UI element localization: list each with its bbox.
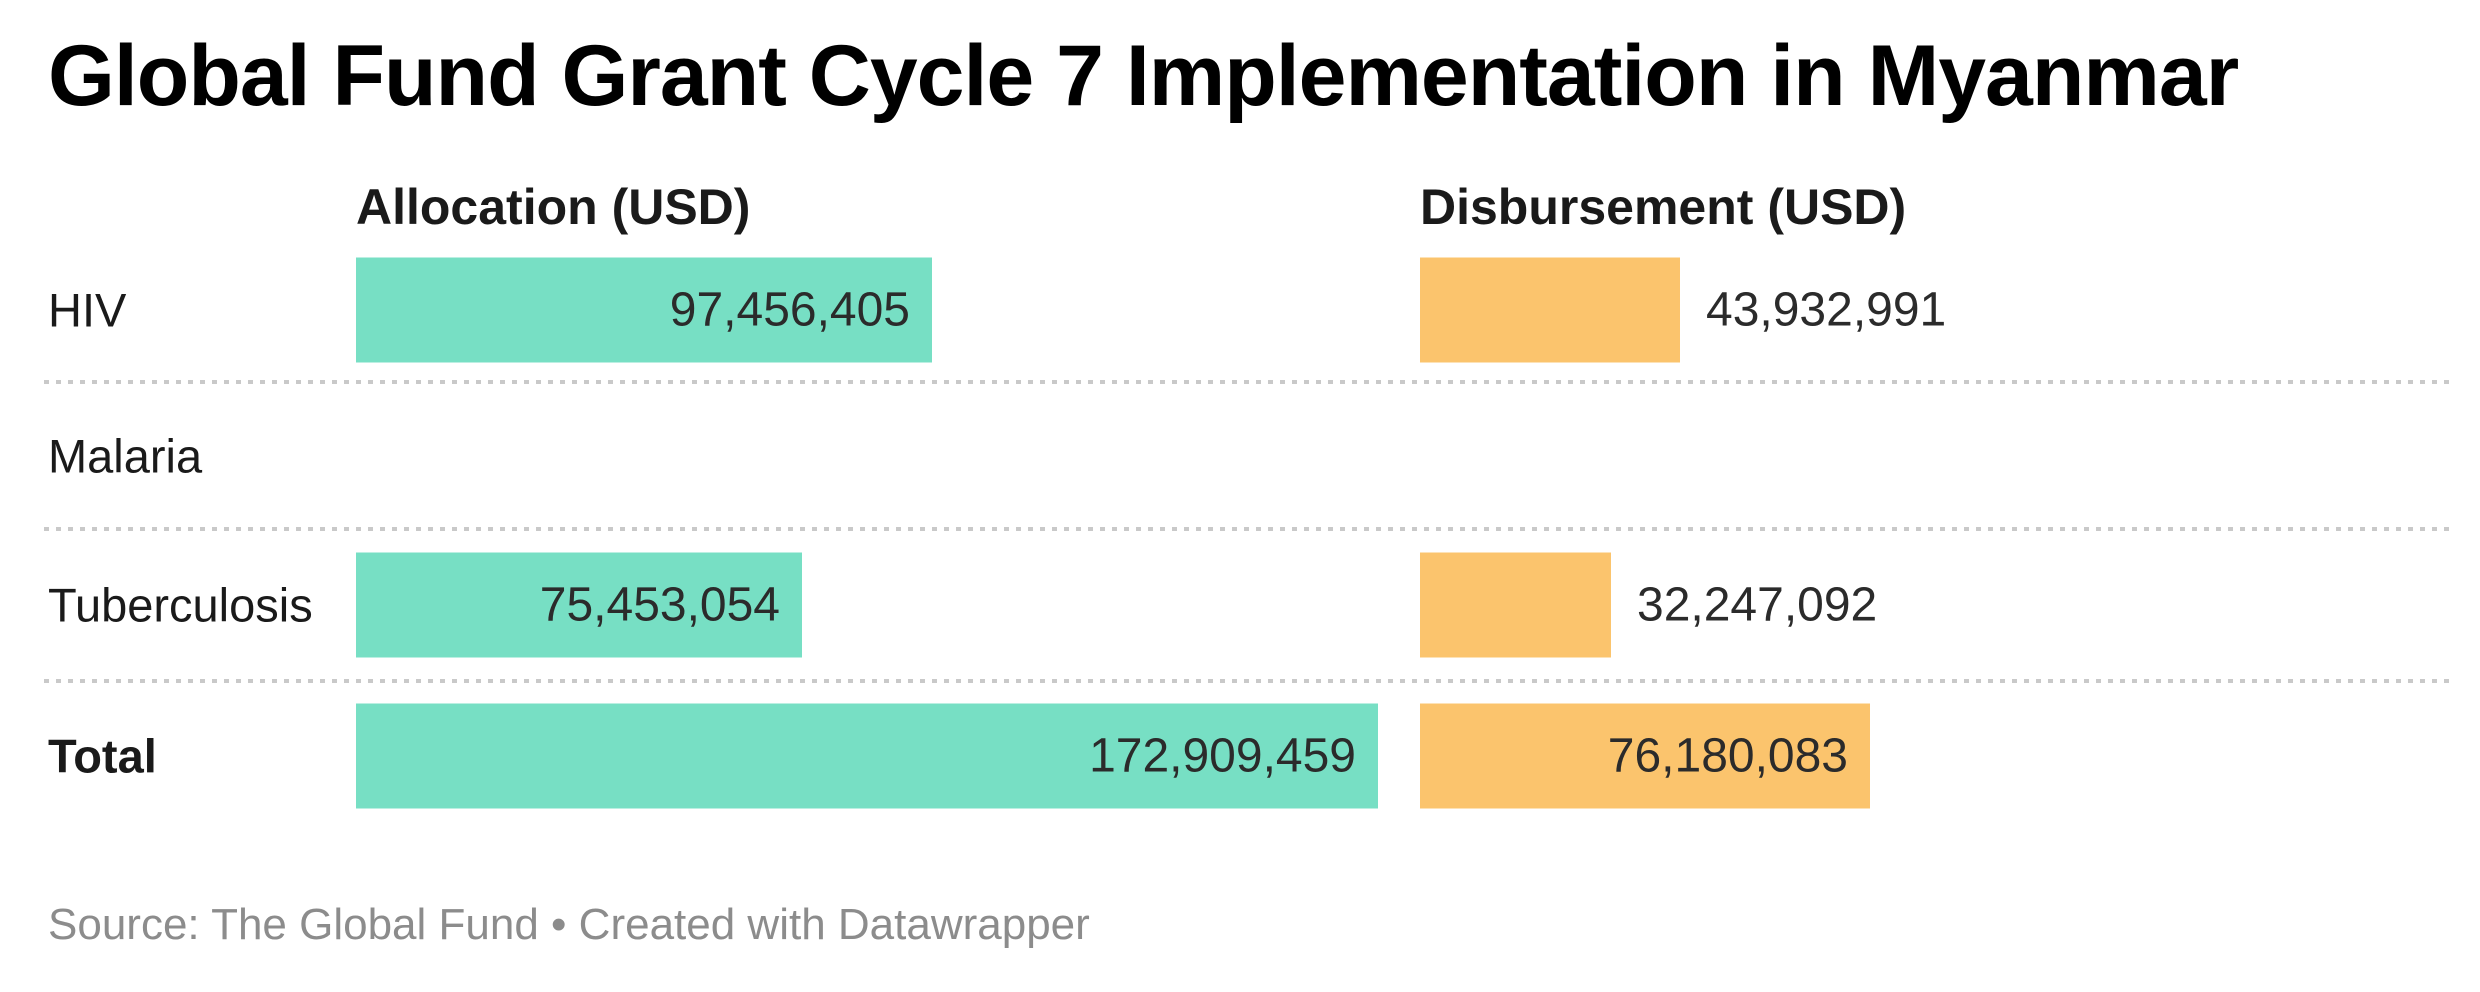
disbursement-bar[interactable] (1420, 552, 1611, 658)
disbursement-cell: 43,932,991 (1420, 240, 2452, 380)
row-label-tuberculosis: Tuberculosis (48, 578, 313, 632)
disbursement-cell: 32,247,092 (1420, 531, 2452, 679)
disbursement-cell: 76,180,083 (1420, 683, 2452, 828)
allocation-cell: 172,909,459 (356, 683, 1420, 828)
disbursement-value: 32,247,092 (1637, 578, 1878, 632)
table-row: HIV 97,456,405 43,932,991 (44, 240, 2452, 380)
page-title: Global Fund Grant Cycle 7 Implementation… (48, 28, 2239, 124)
allocation-value: 172,909,459 (1089, 729, 1356, 782)
row-label-malaria: Malaria (48, 429, 203, 482)
table-row: Tuberculosis 75,453,054 32,247,092 (44, 531, 2452, 679)
row-label-hiv: HIV (48, 283, 127, 337)
column-header-disbursement: Disbursement (USD) (1420, 179, 1907, 235)
source-note: Source: The Global Fund • Created with D… (48, 900, 1090, 949)
allocation-cell: 97,456,405 (356, 240, 1420, 380)
allocation-bar[interactable] (356, 552, 802, 658)
allocation-bar[interactable] (356, 257, 932, 363)
allocation-value: 75,453,054 (539, 578, 780, 632)
allocation-bar[interactable] (356, 703, 1378, 808)
row-separator (44, 527, 2452, 531)
disbursement-bar[interactable] (1420, 257, 1680, 363)
allocation-cell: 75,453,054 (356, 531, 1420, 679)
row-separator (44, 380, 2452, 384)
table-row: Total 172,909,459 76,180,083 (44, 683, 2452, 828)
table-row: Malaria (44, 384, 2452, 527)
disbursement-value: 76,180,083 (1607, 729, 1848, 782)
bar-table: HIV 97,456,405 43,932,991 Malaria (44, 240, 2452, 828)
disbursement-bar[interactable] (1420, 703, 1870, 808)
column-header-allocation: Allocation (USD) (356, 179, 751, 235)
disbursement-value: 43,932,991 (1706, 283, 1947, 337)
disbursement-cell (1420, 384, 2452, 527)
allocation-value: 97,456,405 (669, 283, 910, 337)
row-separator (44, 679, 2452, 683)
allocation-cell (356, 384, 1420, 527)
row-label-total: Total (48, 729, 157, 782)
